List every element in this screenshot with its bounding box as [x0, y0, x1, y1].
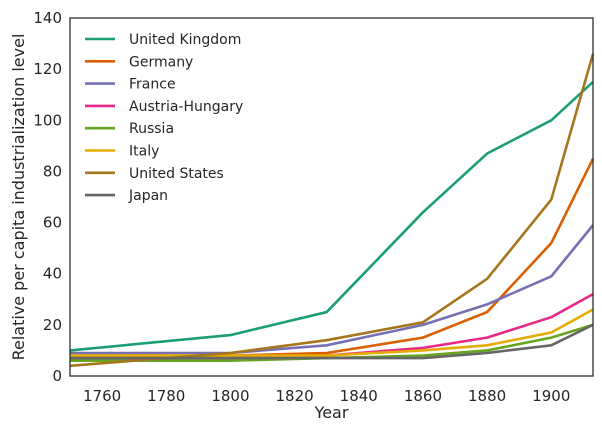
x-tick-label-5: 1860: [404, 387, 442, 405]
y-axis-ticks: 0 20 40 60 80 100 120 140: [33, 9, 62, 385]
legend-label-4: Russia: [129, 121, 174, 137]
plot-area-frame: [69, 17, 594, 377]
legend-label-2: France: [129, 77, 176, 93]
series-line-4: [70, 323, 594, 362]
y-tick-label-1: 20: [43, 316, 62, 334]
series-line-6: [69, 53, 595, 368]
series-line-7: [70, 323, 594, 360]
x-tick-label-2: 1800: [211, 387, 249, 405]
y-tick-label-4: 80: [43, 162, 62, 180]
x-tick-label-4: 1840: [340, 387, 378, 405]
y-tick-label-5: 100: [33, 111, 62, 129]
legend-label-0: United Kingdom: [129, 32, 241, 48]
x-axis-label: Year: [314, 403, 349, 422]
legend-label-3: Austria-Hungary: [129, 99, 243, 115]
legend-label-7: Japan: [128, 188, 168, 204]
y-axis-label: Relative per capita industrialization le…: [9, 34, 28, 361]
x-tick-label-6: 1880: [468, 387, 506, 405]
y-tick-label-7: 140: [33, 9, 62, 27]
x-tick-label-3: 1820: [276, 387, 314, 405]
y-tick-label-3: 60: [43, 214, 62, 232]
x-tick-label-0: 1760: [83, 387, 121, 405]
y-tick-label-0: 0: [52, 367, 62, 385]
legend: United Kingdom Germany France Austria-Hunga…: [85, 32, 243, 204]
series-line-0: [69, 80, 594, 352]
y-tick-label-6: 120: [33, 60, 62, 78]
legend-label-1: Germany: [129, 54, 193, 70]
x-tick-label-1: 1780: [147, 387, 185, 405]
series-lines: [69, 53, 595, 368]
y-tick-label-2: 40: [43, 265, 62, 283]
x-tick-label-7: 1900: [532, 387, 570, 405]
x-axis-ticks: 1760 1780 1800 1820 1840 1860 1880 1900: [83, 387, 570, 405]
legend-label-5: Italy: [129, 144, 159, 160]
legend-label-6: United States: [129, 166, 224, 182]
series-line-5: [70, 308, 594, 357]
